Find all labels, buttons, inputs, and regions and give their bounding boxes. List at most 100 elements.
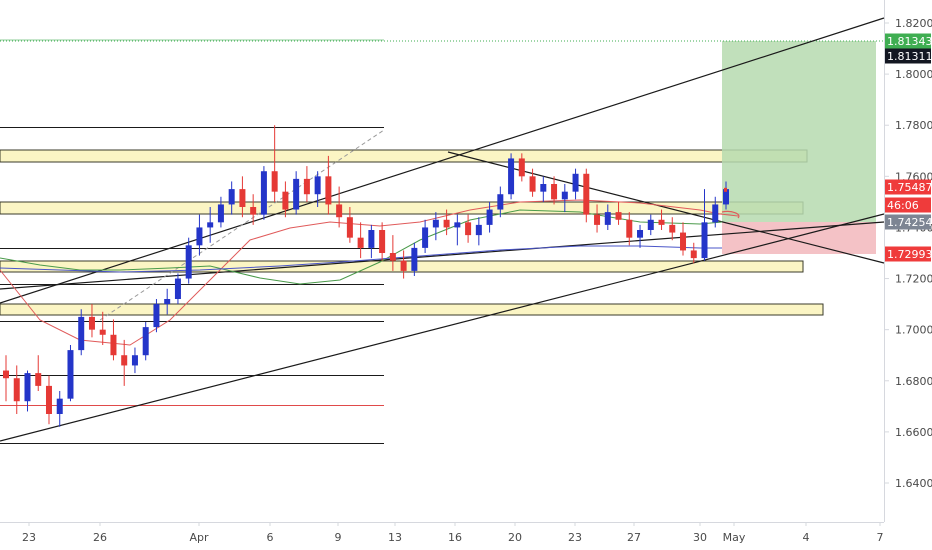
candle-body [357, 237, 364, 248]
candle-body [260, 171, 267, 215]
candle-body [454, 222, 461, 228]
candle-body [67, 350, 74, 399]
candle-body [174, 278, 181, 299]
candle-body [185, 245, 192, 279]
ytick-label: 1.70000 [895, 324, 932, 337]
price-tag-label: 46:06 [887, 199, 919, 212]
price-tag-label: 1.75487 [887, 181, 932, 194]
candle-body [282, 191, 289, 210]
xtick-label: 26 [93, 531, 107, 544]
candle-body [540, 184, 547, 192]
current-candle [724, 187, 727, 192]
ytick-label: 1.80000 [895, 68, 932, 81]
candle-body [486, 209, 493, 225]
candle-body [669, 224, 676, 233]
candle-body [497, 194, 504, 210]
trend-line-2 [0, 213, 885, 442]
candle-body [465, 222, 472, 236]
candle-body [228, 189, 235, 205]
candle-body [389, 253, 396, 261]
ytick-label: 1.68000 [895, 375, 932, 388]
candle-body [153, 304, 160, 328]
candle-body [346, 217, 353, 238]
xtick-label: 16 [448, 531, 462, 544]
xtick-label: 4 [803, 531, 810, 544]
candle-body [615, 212, 622, 220]
candle-body [303, 178, 310, 195]
candle-body [594, 214, 601, 225]
candle-body [690, 250, 697, 259]
candle-body [529, 176, 536, 192]
price-tag-bg [885, 48, 931, 64]
candle-body [647, 219, 654, 230]
candle-body [121, 355, 128, 366]
candle-body [723, 189, 729, 205]
candle-body [368, 230, 375, 248]
candle-body [400, 260, 407, 271]
candle-body [207, 222, 214, 228]
candle-body [142, 327, 149, 356]
price-tag-label: 1.81343 [887, 35, 932, 48]
candle-body [250, 207, 257, 215]
candle-body [88, 316, 95, 330]
candle-body [325, 176, 332, 205]
candle-body [561, 191, 568, 200]
zone-box-1 [0, 149, 808, 163]
candle-body [239, 189, 246, 207]
xtick-label: 30 [693, 531, 707, 544]
xtick-label: 7 [877, 531, 884, 544]
zone-box-4 [0, 303, 824, 316]
candle-body [196, 227, 203, 246]
candle-body [518, 158, 525, 177]
xtick-label: 23 [568, 531, 582, 544]
candle-body [508, 158, 515, 195]
candle-body [551, 184, 558, 200]
candle-body [314, 176, 321, 195]
candle-body [658, 219, 665, 225]
candle-body [164, 299, 171, 305]
candle-body [680, 232, 687, 251]
candle-body [604, 212, 611, 225]
target-zone [722, 41, 876, 222]
candle-body [3, 370, 9, 379]
xtick-label: Apr [189, 531, 209, 544]
candle-body [24, 373, 31, 402]
candle-body [271, 171, 278, 192]
dashed-projection-line [99, 129, 385, 321]
trend-line-4 [0, 221, 885, 290]
xtick-label: 27 [627, 531, 641, 544]
candle-body [379, 230, 386, 253]
ytick-label: 1.82000 [895, 17, 932, 30]
candle-body [422, 227, 429, 248]
candle-body [56, 398, 63, 414]
price-tag-bg [885, 214, 931, 230]
ytick-label: 1.66000 [895, 426, 932, 439]
ytick-label: 1.78000 [895, 119, 932, 132]
ma-blue [0, 245, 722, 273]
candle-body [637, 230, 644, 238]
candle-body [701, 222, 708, 259]
candle-body [411, 247, 418, 271]
ytick-label: 1.64000 [895, 477, 932, 490]
price-tag-label: 1.74254 [887, 216, 932, 229]
xtick-label: 20 [508, 531, 522, 544]
candle-body [13, 378, 20, 402]
candle-body [432, 219, 439, 228]
candle-body [45, 385, 52, 414]
price-axis-bg [885, 0, 932, 550]
candle-body [626, 219, 633, 238]
candle-body [78, 316, 85, 351]
candle-body [475, 224, 482, 236]
candle-body [443, 219, 450, 228]
ytick-label: 1.72000 [895, 273, 932, 286]
xtick-label: 6 [267, 531, 274, 544]
candle-body [35, 373, 42, 386]
xtick-label: 23 [22, 531, 36, 544]
candle-body [336, 204, 343, 218]
price-tag-bg [885, 33, 931, 49]
xtick-label: 13 [388, 531, 402, 544]
candle-body [712, 204, 719, 223]
price-tag-label: 1.81311 [887, 50, 932, 63]
